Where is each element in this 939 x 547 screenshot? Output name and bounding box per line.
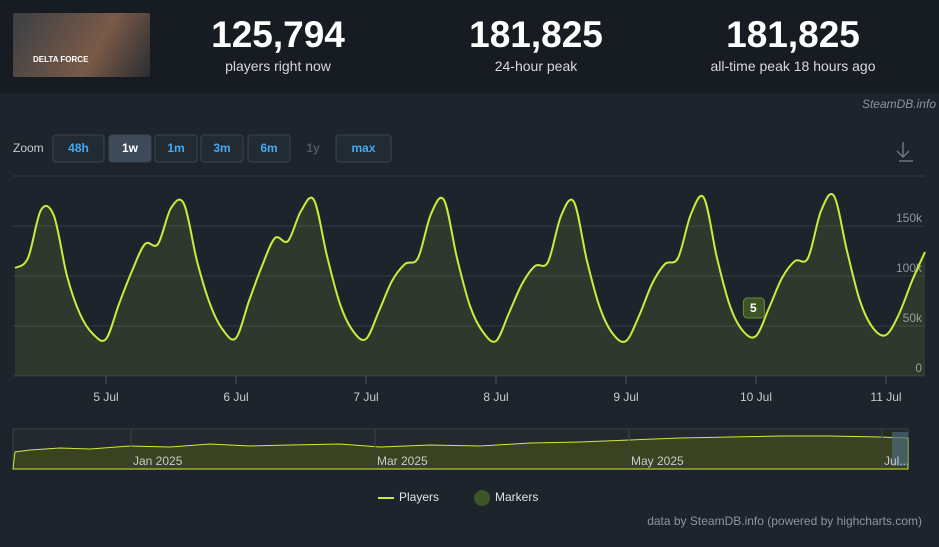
x-tick-label: 5 Jul (93, 390, 118, 404)
y-tick-label: 50k (903, 311, 923, 325)
legend-marker (474, 490, 490, 506)
header: DELTA FORCE 125,794 players right now 181… (0, 0, 939, 93)
x-tick-label: 6 Jul (223, 390, 248, 404)
stat: 181,825 all-time peak 18 hours ago (663, 14, 923, 74)
zoom-button[interactable] (335, 134, 392, 163)
navigator-handle[interactable] (892, 432, 908, 466)
legend-label[interactable]: Players (399, 490, 439, 504)
x-tick-label: 7 Jul (353, 390, 378, 404)
zoom-button[interactable] (52, 134, 105, 163)
x-tick-label: 11 Jul (870, 390, 901, 404)
x-tick-label: 9 Jul (613, 390, 638, 404)
navigator-label: Jul... (884, 454, 909, 468)
navigator-label: Jan 2025 (133, 454, 183, 468)
download-icon[interactable] (896, 142, 913, 162)
zoom-button-label[interactable]: 3m (213, 141, 230, 155)
zoom-button-label: 1y (306, 141, 320, 155)
zoom-button[interactable] (154, 134, 198, 163)
stat: 125,794 players right now (148, 14, 408, 74)
stat-number: 181,825 (469, 14, 603, 55)
stat-label: all-time peak 18 hours ago (710, 58, 876, 74)
navigator-label: Mar 2025 (377, 454, 428, 468)
zoom-button-label[interactable]: max (351, 141, 375, 155)
zoom-button[interactable] (200, 134, 244, 163)
y-tick-label: 150k (896, 211, 923, 225)
legend-label[interactable]: Markers (495, 490, 538, 504)
stat-label: 24-hour peak (494, 58, 578, 74)
x-tick-label: 8 Jul (483, 390, 508, 404)
marker-flag (742, 297, 765, 319)
zoom-label: Zoom (13, 141, 44, 155)
area (15, 194, 925, 376)
navigator-label: May 2025 (631, 454, 684, 468)
zoom-button-label[interactable]: 48h (68, 141, 89, 155)
line (14, 193, 926, 343)
zoom-button-label[interactable]: 1m (167, 141, 184, 155)
marker-label: 5 (750, 301, 757, 315)
x-tick-label: 10 Jul (740, 390, 772, 404)
zoom-button-label[interactable]: 1w (122, 141, 139, 155)
stat-number: 125,794 (211, 14, 345, 55)
zoom-button[interactable] (247, 134, 291, 163)
zoom-button[interactable] (108, 134, 152, 163)
game-logo: DELTA FORCE (13, 13, 150, 77)
stat: 181,825 24-hour peak (406, 14, 666, 74)
credits: data by SteamDB.info (powered by highcha… (647, 514, 922, 528)
y-tick-label: 0 (915, 361, 922, 375)
stat-number: 181,825 (726, 14, 860, 55)
watermark: SteamDB.info (861, 97, 936, 111)
zoom-button-label[interactable]: 6m (260, 141, 277, 155)
navigator-line (12, 435, 909, 470)
stat-label: players right now (225, 58, 331, 74)
game-logo-text: DELTA FORCE (33, 55, 89, 64)
